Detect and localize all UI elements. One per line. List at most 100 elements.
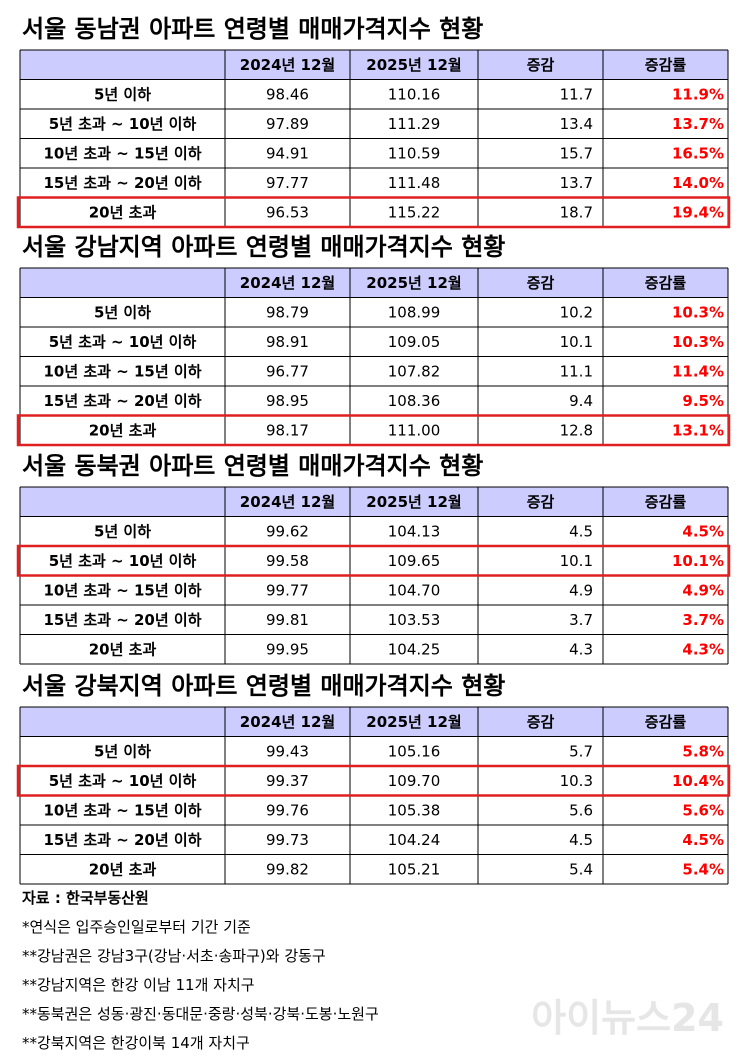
note: *연식은 입주승인일로부터 기간 기준 [22, 918, 251, 936]
table-title: 서울 동남권 아파트 연령별 매매가격지수 현황 [22, 15, 483, 43]
header-cell: 증감률 [645, 274, 687, 292]
rate-cell: 13.7% [672, 115, 724, 133]
rate-cell: 4.3% [682, 640, 724, 658]
change-cell: 4.3 [569, 640, 593, 658]
value-cell: 98.17 [266, 421, 309, 439]
row-label: 20년 초과 [89, 203, 157, 221]
rate-cell: 11.4% [672, 362, 724, 380]
value-cell: 111.00 [388, 421, 441, 439]
row-label: 5년 이하 [94, 303, 151, 321]
row-label: 10년 초과 ~ 15년 이하 [43, 801, 201, 819]
change-cell: 5.4 [569, 860, 593, 878]
change-cell: 10.3 [560, 772, 593, 790]
value-cell: 111.48 [388, 174, 441, 192]
rate-cell: 9.5% [682, 392, 724, 410]
value-cell: 110.59 [388, 144, 441, 162]
rate-cell: 19.4% [672, 203, 724, 221]
change-cell: 4.9 [569, 581, 593, 599]
rate-cell: 10.4% [672, 772, 724, 790]
change-cell: 9.4 [569, 392, 593, 410]
change-cell: 15.7 [560, 144, 593, 162]
highlight-box [16, 196, 731, 229]
value-cell: 105.21 [388, 860, 441, 878]
highlight-box [16, 544, 731, 577]
rate-cell: 10.1% [672, 552, 724, 570]
row-label: 15년 초과 ~ 20년 이하 [43, 831, 201, 849]
change-cell: 4.5 [569, 831, 593, 849]
value-cell: 104.24 [388, 831, 441, 849]
value-cell: 104.70 [388, 581, 441, 599]
row-label: 10년 초과 ~ 15년 이하 [43, 362, 201, 380]
note: 자료 : 한국부동산원 [22, 889, 149, 907]
header-cell: 증감률 [645, 713, 687, 731]
row-label: 5년 이하 [94, 522, 151, 540]
header-cell: 증감률 [645, 56, 687, 74]
rate-cell: 11.9% [672, 85, 724, 103]
rate-cell: 4.5% [682, 522, 724, 540]
header-background [20, 487, 728, 517]
header-cell: 증감률 [645, 493, 687, 511]
value-cell: 99.62 [266, 522, 309, 540]
row-label: 20년 초과 [89, 860, 157, 878]
note: **강남지역은 한강 이남 11개 자치구 [22, 976, 255, 994]
table-title: 서울 강북지역 아파트 연령별 매매가격지수 현황 [22, 672, 505, 700]
table-title: 서울 강남지역 아파트 연령별 매매가격지수 현황 [22, 233, 505, 261]
value-cell: 107.82 [388, 362, 441, 380]
change-cell: 11.7 [560, 85, 593, 103]
highlight-box [16, 764, 731, 797]
header-cell: 증감 [527, 56, 555, 74]
value-cell: 115.22 [388, 203, 441, 221]
value-cell: 108.36 [388, 392, 441, 410]
change-cell: 3.7 [569, 611, 593, 629]
change-cell: 13.4 [560, 115, 593, 133]
value-cell: 98.95 [266, 392, 309, 410]
rate-cell: 5.6% [682, 801, 724, 819]
rate-cell: 5.8% [682, 742, 724, 760]
value-cell: 96.77 [266, 362, 309, 380]
change-cell: 13.7 [560, 174, 593, 192]
value-cell: 108.99 [388, 303, 441, 321]
watermark: 아이뉴스24 [531, 996, 724, 1040]
header-cell: 증감 [527, 713, 555, 731]
row-label: 5년 이하 [94, 742, 151, 760]
rate-cell: 4.9% [682, 581, 724, 599]
header-cell: 증감 [527, 274, 555, 292]
value-cell: 94.91 [266, 144, 309, 162]
rate-cell: 3.7% [682, 611, 724, 629]
value-cell: 109.70 [388, 772, 441, 790]
rate-cell: 13.1% [672, 421, 724, 439]
value-cell: 99.82 [266, 860, 309, 878]
header-cell: 2025년 12월 [366, 56, 461, 74]
row-label: 5년 이하 [94, 85, 151, 103]
rate-cell: 14.0% [672, 174, 724, 192]
value-cell: 110.16 [388, 85, 441, 103]
header-cell: 2024년 12월 [240, 713, 335, 731]
value-cell: 99.37 [266, 772, 309, 790]
value-cell: 99.95 [266, 640, 309, 658]
value-cell: 98.79 [266, 303, 309, 321]
value-cell: 104.13 [388, 522, 441, 540]
header-cell: 2025년 12월 [366, 493, 461, 511]
rate-cell: 10.3% [672, 333, 724, 351]
value-cell: 104.25 [388, 640, 441, 658]
note: **강북지역은 한강이북 14개 자치구 [22, 1034, 250, 1052]
change-cell: 10.2 [560, 303, 593, 321]
rate-cell: 4.5% [682, 831, 724, 849]
change-cell: 11.1 [560, 362, 593, 380]
row-label: 5년 초과 ~ 10년 이하 [49, 333, 197, 351]
value-cell: 103.53 [388, 611, 441, 629]
header-cell: 2024년 12월 [240, 274, 335, 292]
value-cell: 96.53 [266, 203, 309, 221]
row-label: 5년 초과 ~ 10년 이하 [49, 115, 197, 133]
change-cell: 4.5 [569, 522, 593, 540]
row-label: 10년 초과 ~ 15년 이하 [43, 144, 201, 162]
value-cell: 97.89 [266, 115, 309, 133]
rate-cell: 5.4% [682, 860, 724, 878]
row-label: 5년 초과 ~ 10년 이하 [49, 552, 197, 570]
highlight-box [16, 414, 731, 447]
header-cell: 2024년 12월 [240, 56, 335, 74]
header-background [20, 268, 728, 298]
change-cell: 5.7 [569, 742, 593, 760]
value-cell: 99.58 [266, 552, 309, 570]
change-cell: 10.1 [560, 333, 593, 351]
